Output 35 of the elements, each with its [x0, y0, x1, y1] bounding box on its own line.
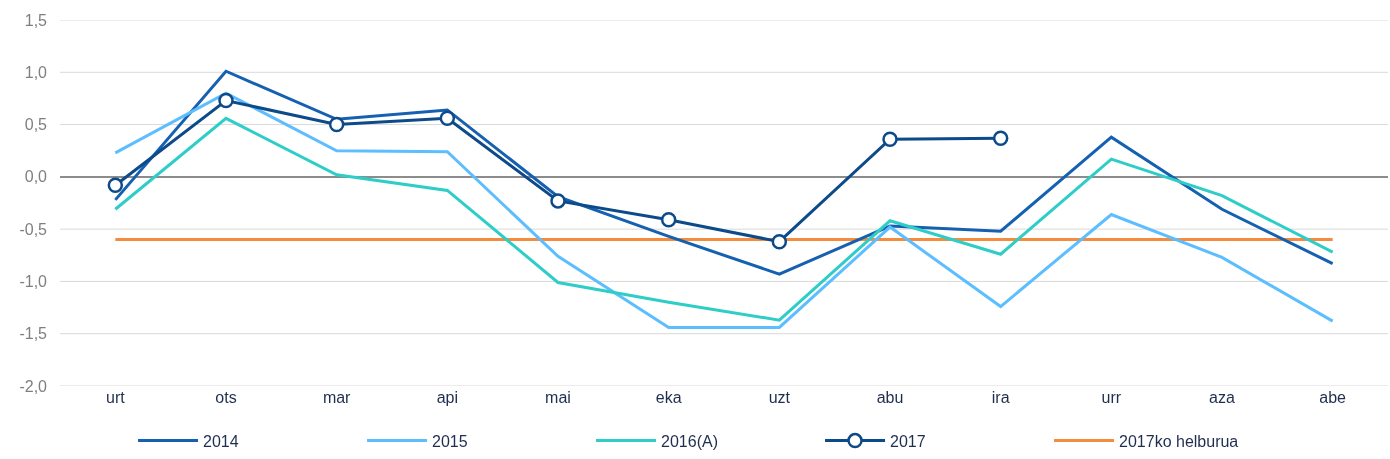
legend-label: 2014: [203, 432, 239, 450]
line-series: [113, 69, 1335, 276]
x-tick-label: ots: [215, 389, 237, 406]
point: [660, 211, 677, 228]
point: [992, 130, 1009, 146]
y-tick-label: -1,0: [19, 273, 48, 291]
point: [550, 193, 566, 209]
y-tick-label: -1,5: [19, 325, 48, 343]
point: [107, 177, 124, 193]
x-tick-label: mai: [545, 389, 571, 406]
y-tick-label: -2,0: [19, 377, 48, 395]
x-tick-label: urr: [1101, 389, 1122, 406]
x-tick-label: urt: [105, 389, 126, 406]
x-tick-label: api: [436, 389, 459, 406]
point: [218, 92, 234, 109]
x-tick-label: eka: [655, 389, 682, 406]
y-tick-label: 0,5: [24, 116, 48, 134]
x-tick-label: abu: [876, 389, 904, 406]
y-tick-label: 1,0: [24, 63, 48, 81]
point: [439, 110, 456, 127]
x-tick-label: aza: [1209, 389, 1235, 406]
x-tick-label: abe: [1319, 389, 1347, 406]
x-tick-label: uzt: [768, 389, 791, 406]
x-tick-label: ira: [991, 389, 1010, 406]
x-tick-label: mar: [322, 389, 352, 406]
legend-label: 2016(A): [661, 432, 718, 450]
legend-label: 2015: [432, 432, 468, 450]
y-tick-label: 1,5: [24, 11, 48, 29]
y-tick-label: -0,5: [19, 220, 48, 238]
point: [328, 116, 345, 133]
legend-label: 2017ko helburua: [1119, 432, 1239, 450]
point: [882, 131, 898, 147]
legend-label: 2017: [890, 432, 926, 450]
y-tick-label: 0,0: [24, 168, 48, 186]
point: [771, 233, 788, 250]
